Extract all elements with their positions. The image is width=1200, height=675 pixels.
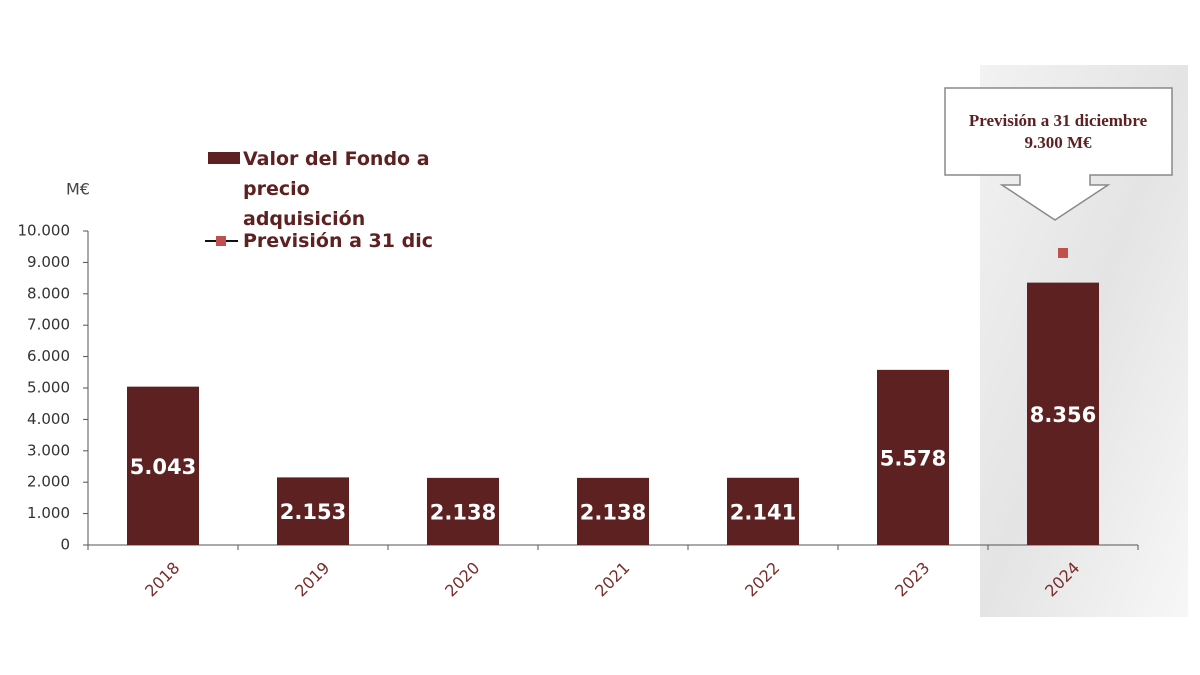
x-tick-label: 2021 (591, 558, 633, 600)
y-tick-label: 4.000 (27, 410, 70, 428)
x-tick-label: 2022 (741, 558, 783, 600)
y-tick-label: 3.000 (27, 441, 70, 459)
y-axis-label: M€ (66, 180, 90, 199)
bar (127, 386, 199, 545)
x-tick-label: 2020 (441, 558, 483, 600)
x-tick-label: 2019 (291, 558, 333, 600)
legend-marker (216, 236, 226, 246)
legend-label: Previsión a 31 dic (243, 230, 433, 252)
data-label: 5.043 (130, 455, 196, 479)
annotation: Previsión a 31 diciembre (969, 111, 1148, 130)
data-label: 2.141 (730, 500, 796, 524)
y-tick-label: 6.000 (27, 347, 70, 365)
x-tick-label: 2023 (891, 558, 933, 600)
y-tick-label: 9.000 (27, 253, 70, 271)
bar (727, 477, 799, 545)
y-tick-label: 1.000 (27, 504, 70, 522)
data-label: 8.356 (1030, 403, 1096, 427)
y-tick-label: 2.000 (27, 473, 70, 491)
data-label: 5.578 (880, 446, 946, 470)
y-tick-label: 8.000 (27, 284, 70, 302)
y-tick-label: 7.000 (27, 316, 70, 334)
callout (944, 87, 1173, 221)
legend-label: Valor del Fondo a precio adquisición (243, 148, 430, 230)
data-label: 2.138 (430, 500, 496, 524)
bar (577, 477, 649, 545)
bar (877, 369, 949, 545)
bar (1027, 282, 1099, 545)
y-tick-label: 5.000 (27, 379, 70, 397)
bar (277, 477, 349, 545)
legend-swatch (208, 152, 240, 164)
y-tick-label: 0 (60, 536, 70, 554)
forecast-marker (1058, 247, 1068, 258)
data-label: 2.153 (280, 500, 346, 524)
data-label: 2.138 (580, 500, 646, 524)
y-tick-label: 10.000 (18, 222, 71, 240)
annotation: 9.300 M€ (1024, 133, 1092, 152)
x-tick-label: 2018 (141, 558, 183, 600)
bar (427, 477, 499, 545)
